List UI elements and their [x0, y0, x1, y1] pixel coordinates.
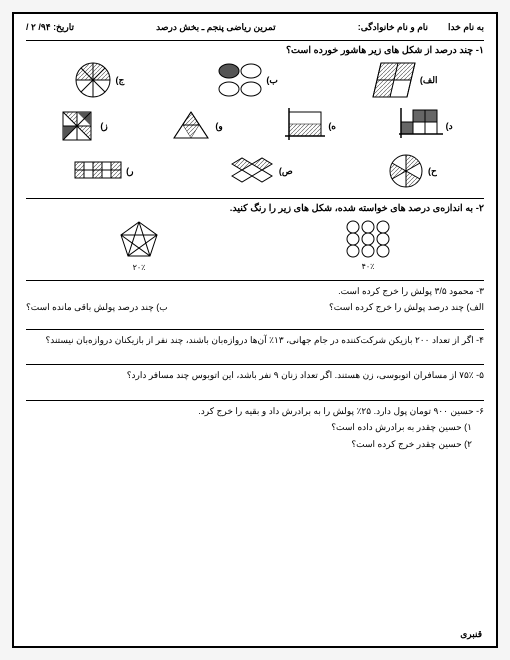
- label-f: و): [215, 121, 222, 132]
- label-e: ه): [328, 121, 336, 132]
- label-a: الف): [420, 75, 438, 86]
- shape-i: ص): [228, 156, 293, 186]
- q6-a: ۱) حسین چقدر به برادرش داده است؟: [26, 421, 484, 435]
- page-header: به نام خدا نام و نام خانوادگی: تمرین ریا…: [26, 22, 484, 37]
- q2-title: ۲- به اندازه‌ی درصد های خواسته شده، شکل …: [26, 203, 484, 214]
- name-label: نام و نام خانوادگی:: [358, 22, 428, 32]
- triangle-icon: [170, 108, 212, 144]
- q2-row: ۴۰٪ ۲۰٪: [26, 218, 484, 272]
- divider: [26, 329, 484, 330]
- shape-c: ج): [73, 60, 125, 100]
- shape-g: ز): [57, 108, 107, 144]
- q2-percent-1: ۴۰٪: [362, 262, 375, 271]
- rect-hatch-icon: [285, 108, 325, 144]
- label-i: ص): [279, 166, 293, 177]
- q1-row1: الف) ب) ج): [26, 60, 484, 100]
- label-h: ح): [428, 166, 437, 177]
- q2-percent-2: ۲۰٪: [133, 263, 146, 272]
- q2-shape-2: ۲۰٪: [117, 218, 161, 272]
- q3-a: الف) چند درصد پولش را خرج کرده است؟: [329, 302, 484, 313]
- header-right: به نام خدا نام و نام خانوادگی:: [358, 22, 484, 33]
- divider: [26, 364, 484, 365]
- shape-f: و): [170, 108, 222, 144]
- label-b: ب): [266, 75, 277, 86]
- worksheet-title: تمرین ریاضی پنجم ـ بخش درصد: [156, 22, 275, 33]
- circles-grid-icon: [343, 219, 393, 259]
- q5-title: ۵- ۷۵٪ از مسافران اتوبوسی، زن هستند. اگر…: [26, 369, 484, 383]
- date-label: تاریخ: ۹۴/ ۲ /: [26, 22, 74, 33]
- author-name: قنبری: [460, 629, 482, 640]
- grid-squares-icon: [399, 108, 443, 144]
- shape-j: ر): [73, 156, 133, 186]
- shape-h: ح): [387, 152, 437, 190]
- square-x-icon: [57, 108, 97, 144]
- shape-e: ه): [285, 108, 336, 144]
- q1-row3: ح) ص) ر): [26, 152, 484, 190]
- label-g: ز): [100, 121, 107, 132]
- shape-b: ب): [217, 61, 277, 99]
- q1-row2: د) ه) و): [26, 108, 484, 144]
- strip-icon: [73, 156, 123, 186]
- label-d: د): [446, 121, 453, 132]
- bowtie-icon: [228, 156, 276, 186]
- label-j: ر): [126, 166, 133, 177]
- divider: [26, 198, 484, 199]
- circle-slices-icon: [387, 152, 425, 190]
- q1-title: ۱- چند درصد از شکل های زیر هاشور خورده ا…: [26, 45, 484, 56]
- worksheet-page: به نام خدا نام و نام خانوادگی: تمرین ریا…: [12, 12, 498, 648]
- label-c: ج): [116, 75, 125, 86]
- ovals-icon: [217, 61, 263, 99]
- parallelogram-icon: [371, 61, 417, 99]
- q4-title: ۴- اگر از تعداد ۲۰۰ بازیکن شرکت‌کننده در…: [26, 334, 484, 348]
- q2-shape-1: ۴۰٪: [343, 219, 393, 271]
- divider: [26, 400, 484, 401]
- divider: [26, 40, 484, 41]
- divider: [26, 280, 484, 281]
- shape-d: د): [399, 108, 453, 144]
- bismillah: به نام خدا: [448, 22, 484, 32]
- q6-title: ۶- حسین ۹۰۰ تومان پول دارد. ۲۵٪ پولش را …: [26, 405, 484, 419]
- pie-icon: [73, 60, 113, 100]
- q3-parts: الف) چند درصد پولش را خرج کرده است؟ ب) چ…: [26, 302, 484, 313]
- q6-b: ۲) حسین چقدر خرج کرده است؟: [26, 438, 484, 452]
- q3-b: ب) چند درصد پولش باقی مانده است؟: [26, 302, 168, 313]
- shape-a: الف): [371, 61, 438, 99]
- pentagon-icon: [117, 218, 161, 260]
- q3-title: ۳- محمود ۳/۵ پولش را خرج کرده است.: [26, 285, 484, 299]
